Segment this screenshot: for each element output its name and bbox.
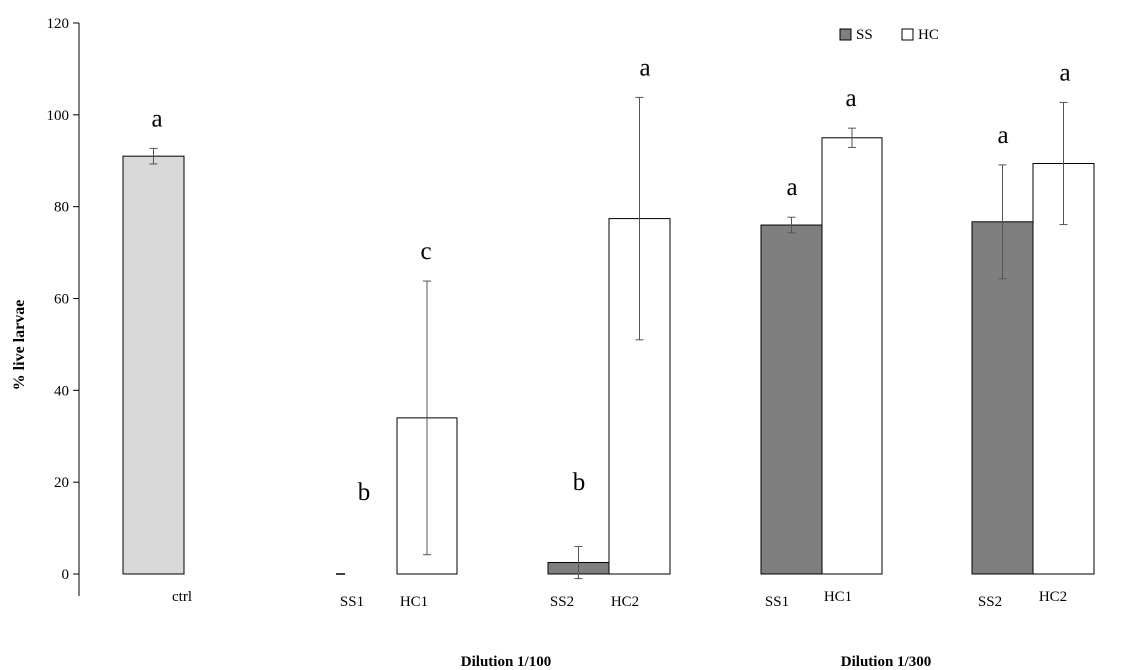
error-bar (423, 280, 431, 556)
legend: SS HC (839, 27, 939, 43)
category-label: SS2 (550, 594, 574, 610)
bar-hc2-8 (1032, 163, 1095, 575)
significance-letter: c (420, 238, 431, 265)
legend-label-ss: SS (856, 27, 873, 43)
category-label: SS2 (978, 594, 1002, 610)
error-bar (998, 164, 1007, 280)
significance-letter: a (845, 85, 856, 112)
y-axis-label: % live larvae (11, 300, 28, 391)
error-bar (574, 545, 583, 580)
group-label: Dilution 1/100 (461, 654, 551, 670)
group-label: Dilution 1/300 (841, 654, 931, 670)
y-tick-label: 20 (54, 475, 69, 491)
legend-swatch-ss (839, 28, 852, 41)
significance-letter: a (151, 105, 162, 132)
category-label: HC1 (824, 589, 852, 605)
y-axis: 0 20 40 60 80 100 120 (47, 16, 80, 596)
bar-ctrl-0 (122, 155, 185, 575)
error-bar (635, 96, 644, 341)
legend-swatch-hc (901, 28, 914, 41)
bar-ss1-5 (760, 224, 823, 575)
category-label: ctrl (172, 589, 192, 605)
category-label: SS1 (765, 594, 789, 610)
category-label: SS1 (340, 594, 364, 610)
significance-letter: a (1059, 59, 1070, 86)
y-tick-label: 60 (54, 292, 69, 308)
y-tick-label: 80 (54, 200, 69, 216)
error-bar (149, 147, 158, 165)
significance-letter: b (573, 469, 586, 496)
category-label: HC1 (400, 594, 428, 610)
bars-layer (122, 137, 1095, 575)
category-label: HC2 (611, 594, 639, 610)
error-bar (848, 127, 856, 148)
y-tick-label: 100 (47, 108, 70, 124)
y-tick-label: 0 (62, 567, 70, 583)
group-labels-layer: Dilution 1/100 Dilution 1/300 (461, 654, 931, 670)
category-label: HC2 (1039, 589, 1067, 605)
significance-letter: a (997, 122, 1008, 149)
y-tick-label: 40 (54, 383, 69, 399)
significance-letter: b (358, 479, 371, 506)
significance-letter: a (786, 174, 797, 201)
significance-letter: a (639, 54, 650, 81)
legend-label-hc: HC (918, 27, 939, 43)
y-tick-label: 120 (47, 16, 70, 32)
bar-hc1-6 (821, 137, 883, 575)
error-bar (787, 216, 796, 234)
category-labels-layer: ctrl SS1 HC1 SS2 HC2 SS1 HC1 SS2 HC2 (172, 589, 1067, 610)
error-bars-layer (149, 96, 1068, 580)
error-bar (1059, 101, 1068, 226)
significance-letters-layer: a b c b a a a a a (151, 54, 1070, 506)
